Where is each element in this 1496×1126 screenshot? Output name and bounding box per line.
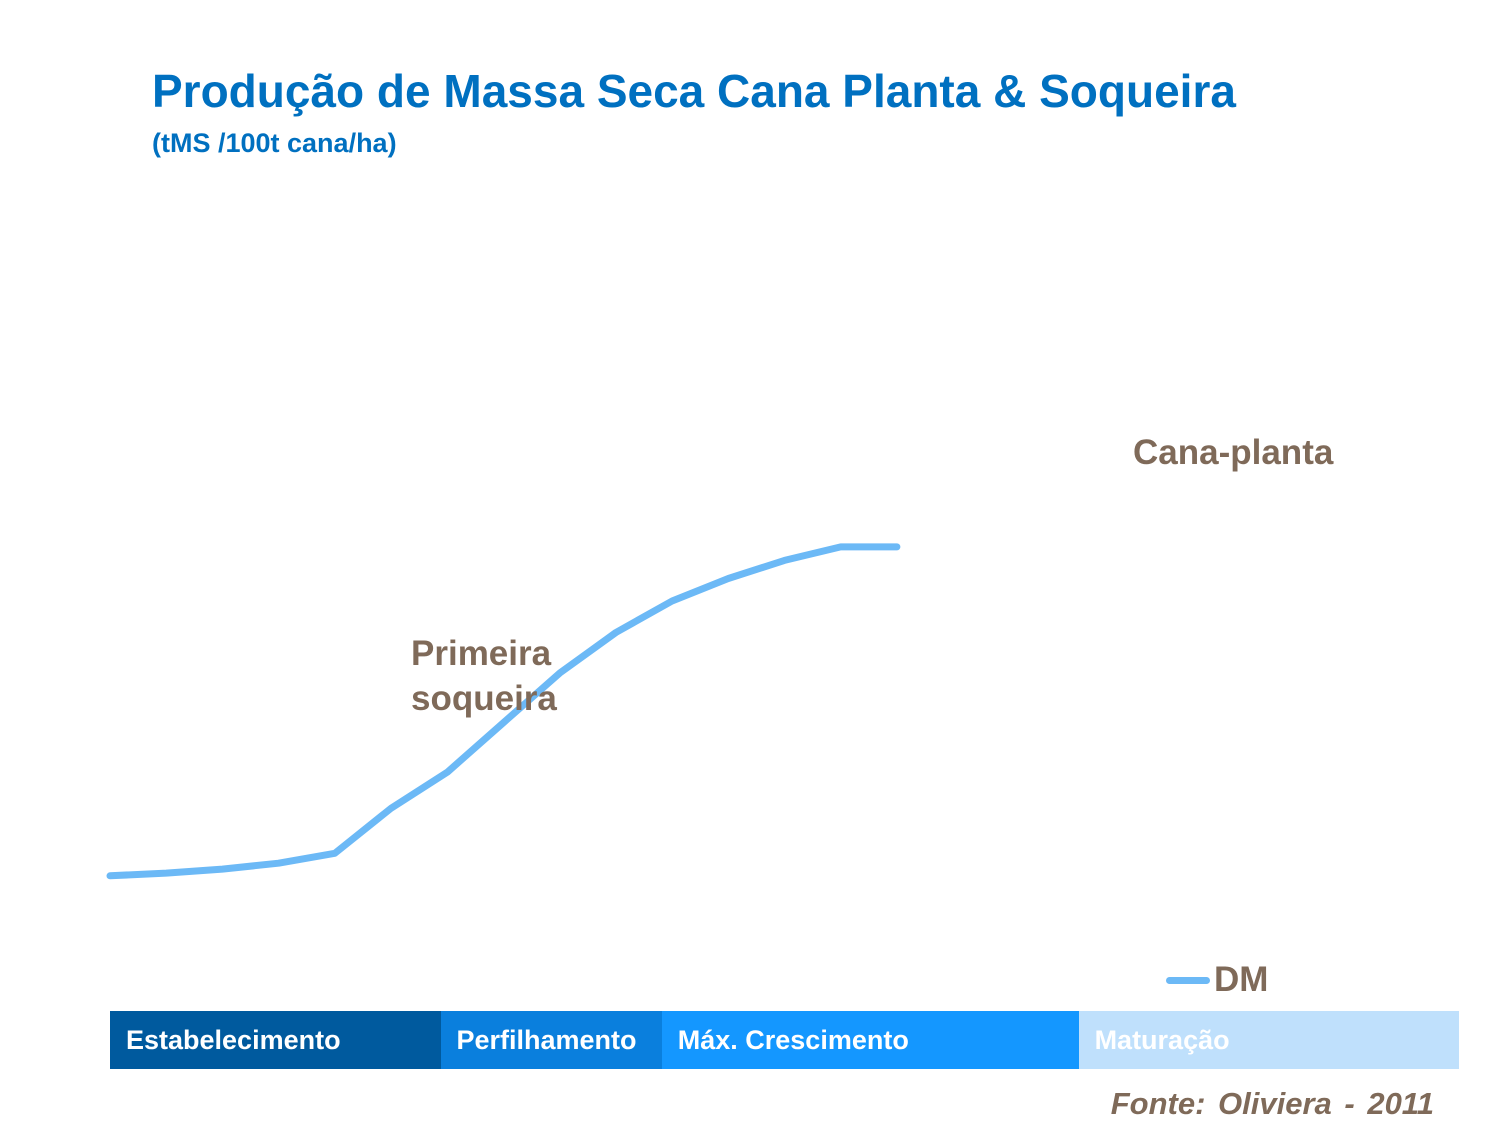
chart-subtitle: (tMS /100t cana/ha) (152, 128, 397, 158)
legend-line-swatch (1166, 976, 1210, 984)
stage-maturacao: Maturação (1078, 1011, 1459, 1069)
stage-perfilhamento: Perfilhamento (440, 1011, 662, 1069)
stage-estabelecimento: Estabelecimento (110, 1011, 441, 1069)
annotation-primeira-soqueira-line1: Primeira (411, 634, 552, 673)
chart-title: Produção de Massa Seca Cana Planta & Soq… (152, 65, 1236, 117)
stage-max-crescimento: Máx. Crescimento (661, 1011, 1079, 1069)
legend-label-dm: DM (1214, 960, 1269, 999)
annotation-primeira-soqueira: Primeira soqueira (411, 631, 557, 721)
dm-series-line (106, 543, 901, 880)
source-citation: Fonte: Oliviera - 2011 (1110, 1086, 1434, 1121)
growth-stage-bar: Estabelecimento Perfilhamento Máx. Cresc… (110, 1011, 1459, 1069)
annotation-primeira-soqueira-line2: soqueira (411, 679, 557, 718)
annotation-cana-planta: Cana-planta (1133, 433, 1334, 472)
chart-legend: DM (1166, 958, 1268, 1002)
